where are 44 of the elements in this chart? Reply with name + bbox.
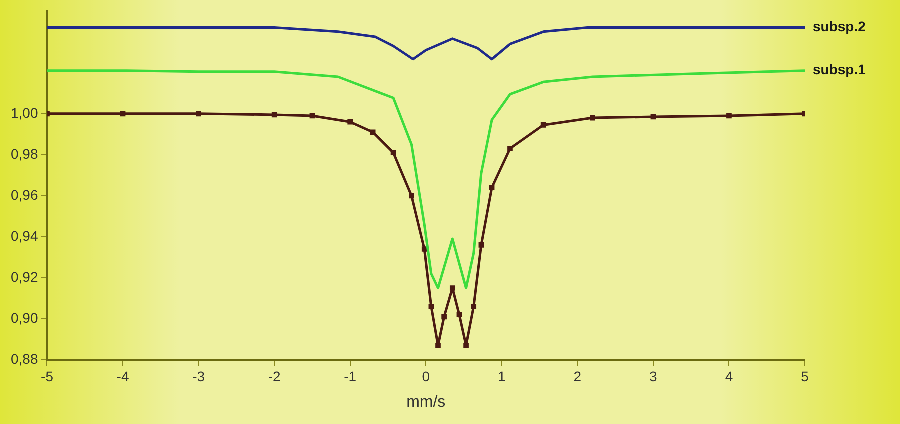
x-tick-label: 1	[498, 368, 506, 384]
y-tick-label: 0,94	[11, 228, 38, 244]
x-tick-label: -3	[192, 368, 206, 384]
point	[422, 246, 428, 252]
y-tick-label: 0,90	[11, 310, 38, 326]
y-tick-label: 1,00	[11, 104, 38, 121]
point	[590, 115, 596, 121]
point	[272, 112, 278, 118]
point	[436, 342, 441, 348]
x-tick-label: 5	[801, 368, 810, 384]
point	[120, 111, 126, 117]
point	[471, 304, 477, 310]
x-tick-label: -2	[268, 368, 282, 384]
x-axis-title: mm/s	[406, 394, 446, 411]
series-label: subsp.2	[813, 18, 866, 35]
point	[450, 286, 456, 291]
point	[489, 185, 495, 190]
series-label: subsp.1	[813, 62, 866, 78]
point	[456, 312, 462, 318]
point	[726, 113, 732, 119]
point	[508, 146, 513, 152]
x-tick-label: 3	[650, 368, 658, 384]
x-tick-label: -4	[116, 368, 130, 384]
point	[442, 314, 447, 320]
point	[409, 193, 414, 199]
x-tick-label: 4	[725, 368, 734, 384]
x-tick-label: -1	[344, 368, 357, 384]
y-tick-label: 0,96	[11, 186, 38, 203]
point	[540, 122, 546, 128]
x-tick-label: -5	[41, 368, 54, 384]
y-tick-label: 0,88	[11, 350, 38, 367]
point	[196, 111, 202, 117]
y-tick-label: 0,92	[11, 268, 38, 285]
point	[478, 242, 484, 248]
point	[390, 150, 396, 156]
point	[650, 114, 656, 120]
point	[428, 304, 434, 310]
point	[464, 342, 469, 348]
x-tick-label: 2	[574, 368, 582, 384]
x-tick-label: 0	[422, 368, 430, 384]
y-tick-label: 0,98	[11, 146, 38, 162]
point	[370, 130, 376, 136]
point	[348, 119, 354, 125]
point	[310, 113, 316, 119]
